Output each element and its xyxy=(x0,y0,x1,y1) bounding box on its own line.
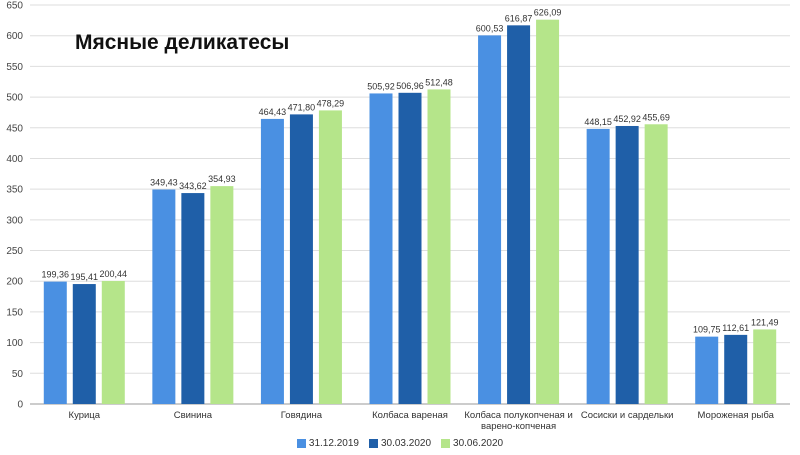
data-label: 109,75 xyxy=(693,325,721,335)
y-tick-label: 500 xyxy=(6,93,23,104)
data-label: 354,93 xyxy=(208,174,236,184)
bar xyxy=(369,93,393,404)
x-tick-label: Свинина xyxy=(174,410,213,421)
data-label: 626,09 xyxy=(534,8,562,18)
x-tick-label: Сосиски и сардельки xyxy=(581,410,674,421)
x-tick-label: Мороженая рыба xyxy=(698,410,775,421)
bar xyxy=(753,329,777,404)
data-label: 471,80 xyxy=(288,102,316,112)
y-tick-label: 100 xyxy=(6,338,23,349)
data-label: 506,96 xyxy=(396,81,424,91)
data-label: 452,92 xyxy=(613,114,641,124)
y-tick-label: 550 xyxy=(6,62,23,73)
legend-label: 30.06.2020 xyxy=(453,438,504,449)
bar xyxy=(72,284,96,404)
y-tick-label: 150 xyxy=(6,307,23,318)
bar xyxy=(43,281,67,404)
bar xyxy=(289,114,313,404)
y-tick-label: 450 xyxy=(6,123,23,134)
bar xyxy=(586,128,610,404)
data-label: 448,15 xyxy=(584,117,612,127)
legend-swatch xyxy=(441,439,451,448)
y-tick-label: 0 xyxy=(17,400,23,411)
legend-swatch xyxy=(368,439,378,448)
legend-item: 30.03.2020 xyxy=(368,438,432,449)
bar xyxy=(478,35,502,404)
bar xyxy=(644,124,668,405)
data-label: 478,29 xyxy=(317,98,345,108)
bar xyxy=(181,193,205,404)
data-label: 121,49 xyxy=(751,317,779,327)
legend-label: 30.03.2020 xyxy=(380,438,432,449)
data-label: 505,92 xyxy=(367,81,395,91)
legend-swatch xyxy=(296,439,306,448)
data-label: 455,69 xyxy=(642,112,670,122)
x-tick-label: Колбаса вареная xyxy=(372,410,448,421)
x-tick-label: Курица xyxy=(69,410,101,421)
data-label: 600,53 xyxy=(476,23,504,33)
bar xyxy=(695,336,719,404)
y-tick-label: 400 xyxy=(6,154,23,165)
chart-title: Мясные деликатесы xyxy=(75,31,290,54)
data-label: 112,61 xyxy=(722,323,749,333)
y-tick-label: 300 xyxy=(6,215,23,226)
bar xyxy=(724,334,748,404)
chart-legend: 31.12.2019 30.03.2020 30.06.2020 xyxy=(0,438,800,449)
data-label: 195,41 xyxy=(71,272,99,282)
legend-label: 31.12.2019 xyxy=(308,438,359,449)
y-tick-label: 200 xyxy=(6,277,23,288)
bar xyxy=(210,186,234,404)
bar xyxy=(152,189,176,404)
bar xyxy=(615,125,639,404)
x-tick-label: Говядина xyxy=(281,410,323,421)
data-label: 512,48 xyxy=(425,77,453,87)
legend-item: 31.12.2019 xyxy=(296,438,359,449)
bar xyxy=(318,110,342,404)
x-tick-label: варено-копченая xyxy=(481,421,556,432)
data-label: 464,43 xyxy=(259,107,287,117)
bar xyxy=(427,89,451,404)
data-label: 199,36 xyxy=(42,270,70,280)
bar xyxy=(536,19,560,404)
data-label: 343,62 xyxy=(179,181,207,191)
data-label: 349,43 xyxy=(150,178,178,188)
y-tick-label: 350 xyxy=(6,185,23,196)
y-tick-label: 50 xyxy=(12,369,24,380)
bar xyxy=(398,92,422,404)
x-tick-label: Колбаса полукопченая и xyxy=(464,410,572,421)
data-label: 200,44 xyxy=(100,269,128,279)
y-tick-label: 650 xyxy=(6,1,23,12)
bar xyxy=(101,280,125,404)
bar xyxy=(260,118,284,404)
y-tick-label: 250 xyxy=(6,246,23,257)
y-tick-label: 600 xyxy=(6,31,23,42)
data-label: 616,87 xyxy=(505,13,533,23)
legend-item: 30.06.2020 xyxy=(441,438,503,449)
bar xyxy=(507,25,531,404)
